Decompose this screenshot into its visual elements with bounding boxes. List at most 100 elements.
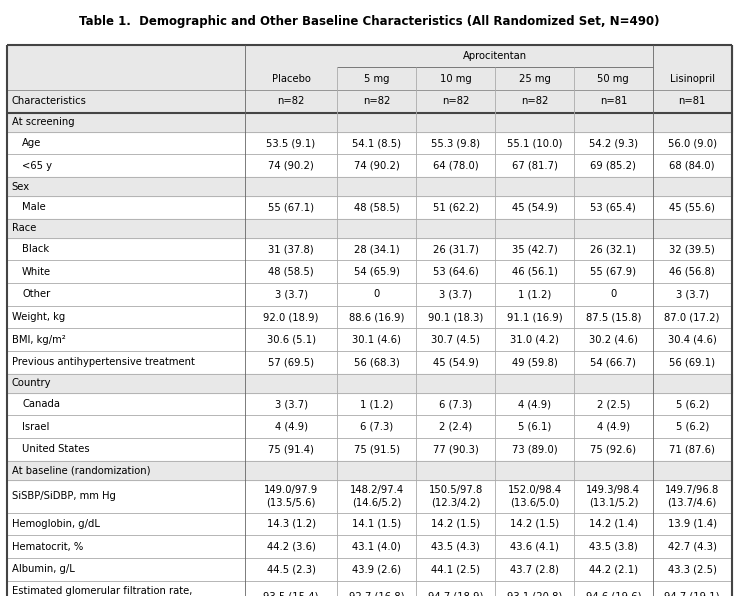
Text: 53 (65.4): 53 (65.4): [590, 203, 636, 212]
Text: 31.0 (4.2): 31.0 (4.2): [510, 335, 559, 344]
Text: 51 (62.2): 51 (62.2): [432, 203, 479, 212]
Text: 64 (78.0): 64 (78.0): [433, 161, 478, 170]
Text: 55 (67.9): 55 (67.9): [590, 267, 636, 277]
Text: 54.2 (9.3): 54.2 (9.3): [589, 138, 638, 148]
Bar: [7, 461, 732, 480]
Text: 55.1 (10.0): 55.1 (10.0): [507, 138, 562, 148]
Text: n=81: n=81: [678, 97, 706, 106]
Text: 67 (81.7): 67 (81.7): [511, 161, 557, 170]
Text: At baseline (randomization): At baseline (randomization): [12, 465, 150, 475]
Text: 45 (54.9): 45 (54.9): [433, 358, 478, 367]
Text: 149.0/97.9
(13.5/5.6): 149.0/97.9 (13.5/5.6): [264, 485, 319, 507]
Text: Sex: Sex: [12, 182, 30, 191]
Text: 32 (39.5): 32 (39.5): [670, 244, 715, 254]
Text: n=82: n=82: [442, 97, 469, 106]
Text: Characteristics: Characteristics: [11, 97, 86, 106]
Text: 74 (90.2): 74 (90.2): [354, 161, 400, 170]
Text: 14.1 (1.5): 14.1 (1.5): [353, 519, 401, 529]
Bar: [7, 219, 732, 238]
Text: n=82: n=82: [521, 97, 548, 106]
Text: 30.7 (4.5): 30.7 (4.5): [431, 335, 480, 344]
Text: 6 (7.3): 6 (7.3): [439, 399, 472, 409]
Text: 73 (89.0): 73 (89.0): [511, 445, 557, 454]
Text: 43.7 (2.8): 43.7 (2.8): [510, 564, 559, 574]
Text: 5 (6.2): 5 (6.2): [675, 399, 709, 409]
Text: 4 (4.9): 4 (4.9): [275, 422, 307, 432]
Text: 30.6 (5.1): 30.6 (5.1): [267, 335, 316, 344]
Text: 87.5 (15.8): 87.5 (15.8): [585, 312, 641, 322]
Bar: [7, 113, 732, 596]
Text: 75 (92.6): 75 (92.6): [590, 445, 636, 454]
Text: n=81: n=81: [599, 97, 627, 106]
Text: 4 (4.9): 4 (4.9): [518, 399, 551, 409]
Text: 92.0 (18.9): 92.0 (18.9): [263, 312, 319, 322]
Text: Weight, kg: Weight, kg: [12, 312, 65, 322]
Text: Canada: Canada: [22, 399, 60, 409]
Text: 75 (91.5): 75 (91.5): [354, 445, 400, 454]
Text: 43.5 (3.8): 43.5 (3.8): [589, 542, 638, 551]
Text: 35 (42.7): 35 (42.7): [511, 244, 557, 254]
Text: 150.5/97.8
(12.3/4.2): 150.5/97.8 (12.3/4.2): [429, 485, 483, 507]
Text: 46 (56.8): 46 (56.8): [670, 267, 715, 277]
Text: 31 (37.8): 31 (37.8): [268, 244, 314, 254]
Text: 44.5 (2.3): 44.5 (2.3): [267, 564, 316, 574]
Text: 152.0/98.4
(13.6/5.0): 152.0/98.4 (13.6/5.0): [508, 485, 562, 507]
Text: 43.3 (2.5): 43.3 (2.5): [668, 564, 717, 574]
Text: 71 (87.6): 71 (87.6): [670, 445, 715, 454]
Text: 55.3 (9.8): 55.3 (9.8): [431, 138, 480, 148]
Text: 46 (56.1): 46 (56.1): [511, 267, 557, 277]
Text: 44.2 (3.6): 44.2 (3.6): [267, 542, 316, 551]
Text: 2 (2.5): 2 (2.5): [596, 399, 630, 409]
Text: n=82: n=82: [277, 97, 304, 106]
Text: 93.1 (20.8): 93.1 (20.8): [507, 592, 562, 596]
Text: 50 mg: 50 mg: [597, 74, 629, 83]
Text: Age: Age: [22, 138, 41, 148]
Text: 28 (34.1): 28 (34.1): [354, 244, 400, 254]
Text: <65 y: <65 y: [22, 161, 52, 170]
Text: 44.2 (2.1): 44.2 (2.1): [589, 564, 638, 574]
Text: 14.2 (1.5): 14.2 (1.5): [431, 519, 480, 529]
Text: 26 (31.7): 26 (31.7): [432, 244, 479, 254]
Text: 48 (58.5): 48 (58.5): [268, 267, 314, 277]
Text: 5 (6.1): 5 (6.1): [518, 422, 551, 432]
Text: 30.1 (4.6): 30.1 (4.6): [353, 335, 401, 344]
Text: 54 (66.7): 54 (66.7): [590, 358, 636, 367]
Text: United States: United States: [22, 445, 90, 454]
Text: 14.2 (1.5): 14.2 (1.5): [510, 519, 559, 529]
Text: n=82: n=82: [363, 97, 390, 106]
Text: 45 (55.6): 45 (55.6): [670, 203, 715, 212]
Text: 53.5 (9.1): 53.5 (9.1): [267, 138, 316, 148]
Text: Hematocrit, %: Hematocrit, %: [12, 542, 83, 551]
Text: 48 (58.5): 48 (58.5): [354, 203, 400, 212]
Text: 14.2 (1.4): 14.2 (1.4): [589, 519, 638, 529]
Text: 69 (85.2): 69 (85.2): [590, 161, 636, 170]
Text: 26 (32.1): 26 (32.1): [590, 244, 636, 254]
Text: 54 (65.9): 54 (65.9): [354, 267, 400, 277]
Text: SiSBP/SiDBP, mm Hg: SiSBP/SiDBP, mm Hg: [12, 491, 116, 501]
Bar: [653, 45, 732, 67]
Text: Other: Other: [22, 290, 50, 299]
Text: Black: Black: [22, 244, 50, 254]
Text: Previous antihypertensive treatment: Previous antihypertensive treatment: [12, 358, 194, 367]
Text: Israel: Israel: [22, 422, 50, 432]
Bar: [7, 45, 245, 113]
Text: 1 (1.2): 1 (1.2): [518, 290, 551, 299]
Text: 56.0 (9.0): 56.0 (9.0): [667, 138, 717, 148]
Text: 14.3 (1.2): 14.3 (1.2): [267, 519, 316, 529]
Text: 5 (6.2): 5 (6.2): [675, 422, 709, 432]
Text: 43.5 (4.3): 43.5 (4.3): [432, 542, 480, 551]
Text: 1 (1.2): 1 (1.2): [360, 399, 393, 409]
Text: 30.2 (4.6): 30.2 (4.6): [589, 335, 638, 344]
Text: 94.7 (18.9): 94.7 (18.9): [428, 592, 483, 596]
Text: 43.9 (2.6): 43.9 (2.6): [353, 564, 401, 574]
Text: 75 (91.4): 75 (91.4): [268, 445, 314, 454]
Text: Albumin, g/L: Albumin, g/L: [12, 564, 75, 574]
Text: 10 mg: 10 mg: [440, 74, 471, 83]
Text: 92.7 (16.8): 92.7 (16.8): [349, 592, 404, 596]
Text: 44.1 (2.5): 44.1 (2.5): [431, 564, 480, 574]
Text: 25 mg: 25 mg: [519, 74, 551, 83]
Text: 2 (2.4): 2 (2.4): [439, 422, 472, 432]
Text: 91.1 (16.9): 91.1 (16.9): [507, 312, 562, 322]
Text: 149.3/98.4
(13.1/5.2): 149.3/98.4 (13.1/5.2): [586, 485, 640, 507]
Text: Table 1.  Demographic and Other Baseline Characteristics (All Randomized Set, N=: Table 1. Demographic and Other Baseline …: [79, 15, 660, 28]
